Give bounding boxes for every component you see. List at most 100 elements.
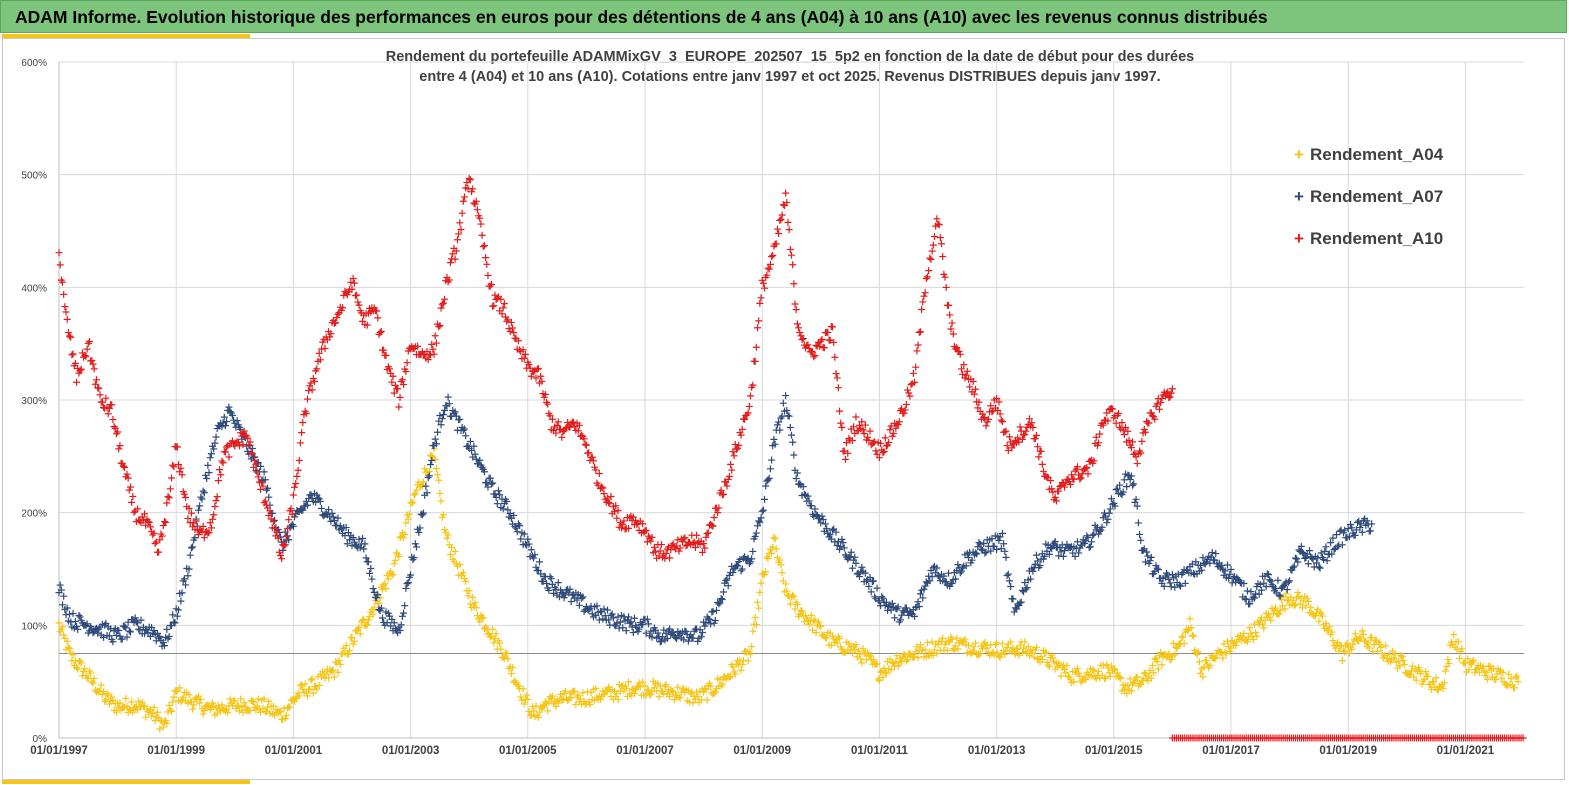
- point-rendement-a10: [773, 225, 781, 233]
- point-rendement-a04: [972, 639, 980, 647]
- point-rendement-a07: [1290, 562, 1298, 570]
- point-rendement-a04: [1417, 670, 1425, 678]
- point-rendement-a07: [771, 440, 779, 448]
- point-rendement-a10: [929, 241, 937, 249]
- point-rendement-a10: [832, 369, 840, 377]
- point-rendement-a10: [455, 230, 463, 238]
- point-rendement-a07: [823, 525, 831, 533]
- point-rendement-a10: [956, 350, 964, 358]
- point-rendement-a07: [57, 586, 65, 594]
- point-rendement-a10: [820, 344, 828, 352]
- point-rendement-a04: [1188, 631, 1196, 639]
- point-rendement-a10: [922, 274, 930, 282]
- point-rendement-a10: [332, 319, 340, 327]
- point-rendement-a04: [1243, 638, 1251, 646]
- point-rendement-a07: [867, 588, 875, 596]
- point-rendement-a04: [281, 714, 289, 722]
- point-rendement-a07: [855, 573, 863, 581]
- point-rendement-a07: [846, 553, 854, 561]
- point-rendement-a07: [185, 565, 193, 573]
- point-rendement-a04: [1259, 620, 1267, 628]
- point-rendement-a04: [857, 655, 865, 663]
- point-rendement-a07: [451, 408, 459, 416]
- point-rendement-a07: [1133, 502, 1141, 510]
- point-rendement-a07: [196, 502, 204, 510]
- point-rendement-a10: [552, 429, 560, 437]
- point-rendement-a10: [530, 367, 538, 375]
- point-rendement-a10: [284, 525, 292, 533]
- point-rendement-a07: [377, 604, 385, 612]
- point-rendement-a04: [1194, 648, 1202, 656]
- point-rendement-a07: [271, 516, 279, 524]
- point-rendement-a07: [565, 589, 573, 597]
- point-rendement-a10: [326, 333, 334, 341]
- point-rendement-a07: [783, 407, 791, 415]
- point-rendement-a10: [251, 457, 259, 465]
- point-rendement-a07: [811, 505, 819, 513]
- point-rendement-a04: [476, 618, 484, 626]
- point-rendement-a04: [1131, 677, 1139, 685]
- x-tick-label: 01/01/2011: [851, 745, 909, 757]
- point-rendement-a10: [759, 279, 767, 287]
- point-rendement-a10: [141, 510, 149, 518]
- point-rendement-a04: [122, 694, 130, 702]
- point-rendement-a10: [396, 393, 404, 401]
- point-rendement-a07: [1199, 554, 1207, 562]
- point-rendement-a04: [1412, 676, 1420, 684]
- point-rendement-a07: [916, 590, 924, 598]
- point-rendement-a10: [864, 433, 872, 441]
- point-rendement-a04: [348, 634, 356, 642]
- y-tick-label: 400%: [21, 283, 47, 294]
- point-rendement-a07: [510, 511, 518, 519]
- point-rendement-a07: [1171, 583, 1179, 591]
- point-rendement-a07: [330, 517, 338, 525]
- point-rendement-a04: [874, 675, 882, 683]
- point-rendement-a04: [630, 689, 638, 697]
- point-rendement-a10: [394, 385, 402, 393]
- point-rendement-a07: [1240, 579, 1248, 587]
- point-rendement-a10: [64, 329, 72, 337]
- point-rendement-a10: [1147, 409, 1155, 417]
- point-rendement-a07: [1139, 547, 1147, 555]
- point-rendement-a04: [389, 571, 397, 579]
- point-rendement-a07: [202, 471, 209, 479]
- legend-item-a10: + Rendement_A10: [1290, 218, 1443, 260]
- point-rendement-a07: [788, 431, 795, 439]
- point-rendement-a07: [534, 566, 542, 574]
- point-rendement-a07: [832, 528, 840, 536]
- point-rendement-a04: [1106, 673, 1114, 681]
- point-rendement-a07: [666, 625, 674, 633]
- point-rendement-a04: [197, 695, 205, 703]
- point-rendement-a07: [314, 494, 322, 502]
- point-rendement-a10: [453, 236, 461, 244]
- point-rendement-a07: [373, 594, 381, 602]
- point-rendement-a04: [461, 575, 469, 583]
- point-rendement-a04: [335, 656, 343, 664]
- point-rendement-a10: [690, 538, 698, 546]
- point-rendement-a07: [1316, 564, 1324, 572]
- point-rendement-a10: [111, 424, 119, 432]
- point-rendement-a04: [269, 702, 277, 710]
- point-rendement-a10: [289, 491, 297, 499]
- point-rendement-a07: [198, 495, 206, 503]
- point-rendement-a07: [353, 542, 361, 550]
- point-rendement-a07: [1096, 527, 1104, 535]
- point-rendement-a10: [155, 548, 163, 556]
- point-rendement-a04: [1007, 638, 1015, 646]
- x-tick-label: 01/01/2015: [1085, 745, 1143, 757]
- point-rendement-a07: [1221, 567, 1229, 575]
- point-rendement-a07: [438, 415, 446, 423]
- point-rendement-a04: [435, 476, 443, 484]
- point-rendement-a07: [919, 594, 927, 602]
- point-rendement-a04: [307, 676, 315, 684]
- point-rendement-a10: [59, 278, 67, 286]
- point-rendement-a04: [401, 530, 409, 538]
- point-rendement-a07: [83, 620, 91, 628]
- point-rendement-a10: [85, 337, 93, 345]
- point-rendement-a04: [1173, 644, 1181, 652]
- point-rendement-a10: [647, 537, 655, 545]
- point-rendement-a07: [1265, 571, 1272, 579]
- point-rendement-a04: [1156, 652, 1164, 660]
- point-rendement-a10: [926, 254, 934, 262]
- point-rendement-a10: [566, 423, 574, 431]
